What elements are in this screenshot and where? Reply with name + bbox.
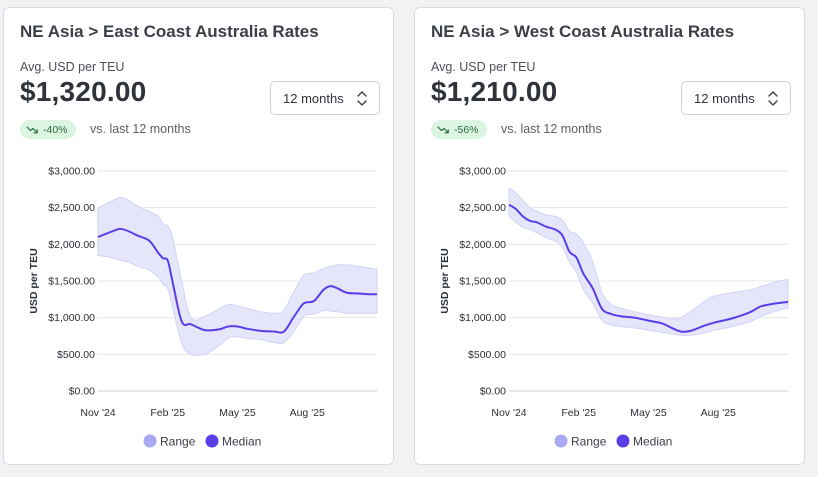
card-title: NE Asia > East Coast Australia Rates — [20, 22, 319, 41]
legend-median-label: Median — [222, 435, 261, 449]
change-badge: -56% — [431, 120, 487, 139]
rate-card-west-coast: NE Asia > West Coast Australia Rates Avg… — [414, 7, 805, 465]
legend-median-swatch — [205, 434, 219, 448]
x-tick-label: Feb '25 — [150, 407, 185, 419]
y-tick-label: $500.00 — [468, 349, 506, 361]
comparison-text: vs. last 12 months — [90, 122, 191, 136]
card-title: NE Asia > West Coast Australia Rates — [431, 22, 735, 41]
chevron-updown-icon — [357, 91, 367, 106]
y-axis-title: USD per TEU — [439, 248, 451, 313]
y-tick-label: $3,000.00 — [48, 166, 95, 178]
x-tick-label: Nov '24 — [491, 407, 526, 419]
change-badge-value: -40% — [43, 123, 68, 136]
median-line — [97, 227, 378, 334]
x-tick-label: Aug '25 — [290, 407, 325, 419]
period-select-value: 12 months — [694, 91, 755, 106]
median-line — [508, 203, 789, 333]
legend-range-label: Range — [571, 435, 607, 449]
y-tick-label: $1,500.00 — [459, 276, 506, 288]
x-tick-label: May '25 — [630, 407, 667, 419]
x-tick-label: Nov '24 — [80, 407, 115, 419]
y-tick-label: $500.00 — [57, 349, 95, 361]
x-tick-label: May '25 — [219, 407, 256, 419]
x-tick-label: Aug '25 — [701, 407, 736, 419]
price-caption: Avg. USD per TEU — [431, 60, 536, 74]
legend-range-label: Range — [160, 435, 196, 449]
y-tick-label: $2,500.00 — [459, 202, 506, 214]
price-caption: Avg. USD per TEU — [20, 60, 125, 74]
y-tick-label: $0.00 — [480, 386, 506, 398]
trend-down-icon — [26, 125, 38, 133]
trend-down-icon — [437, 125, 449, 133]
comparison-text: vs. last 12 months — [501, 122, 602, 136]
y-tick-label: $2,000.00 — [48, 239, 95, 251]
y-tick-label: $2,000.00 — [459, 239, 506, 251]
range-band — [508, 186, 789, 336]
y-axis-title: USD per TEU — [28, 248, 40, 313]
rates-chart: $0.00 $500.00 $1,000.00 $1,500.00 $2,000.00 $… — [28, 166, 378, 449]
y-tick-label: $3,000.00 — [459, 166, 506, 178]
period-select[interactable]: 12 months — [681, 81, 791, 115]
chevron-updown-icon — [768, 91, 778, 106]
y-tick-label: $1,500.00 — [48, 276, 95, 288]
legend-range-swatch — [554, 434, 568, 448]
legend-median-label: Median — [633, 435, 672, 449]
y-tick-label: $1,000.00 — [48, 312, 95, 324]
rates-chart: $0.00 $500.00 $1,000.00 $1,500.00 $2,000.00 $… — [439, 166, 789, 449]
period-select-value: 12 months — [283, 91, 344, 106]
change-badge-value: -56% — [454, 123, 479, 136]
y-tick-label: $2,500.00 — [48, 202, 95, 214]
change-badge: -40% — [20, 120, 76, 139]
legend-range-swatch — [143, 434, 157, 448]
x-tick-label: Feb '25 — [561, 407, 596, 419]
legend-median-swatch — [616, 434, 630, 448]
average-price: $1,210.00 — [431, 76, 558, 107]
average-price: $1,320.00 — [20, 76, 147, 107]
period-select[interactable]: 12 months — [270, 81, 380, 115]
range-band — [97, 196, 378, 357]
y-tick-label: $0.00 — [69, 386, 95, 398]
rate-card-east-coast: NE Asia > East Coast Australia Rates Avg… — [3, 7, 394, 465]
y-tick-label: $1,000.00 — [459, 312, 506, 324]
